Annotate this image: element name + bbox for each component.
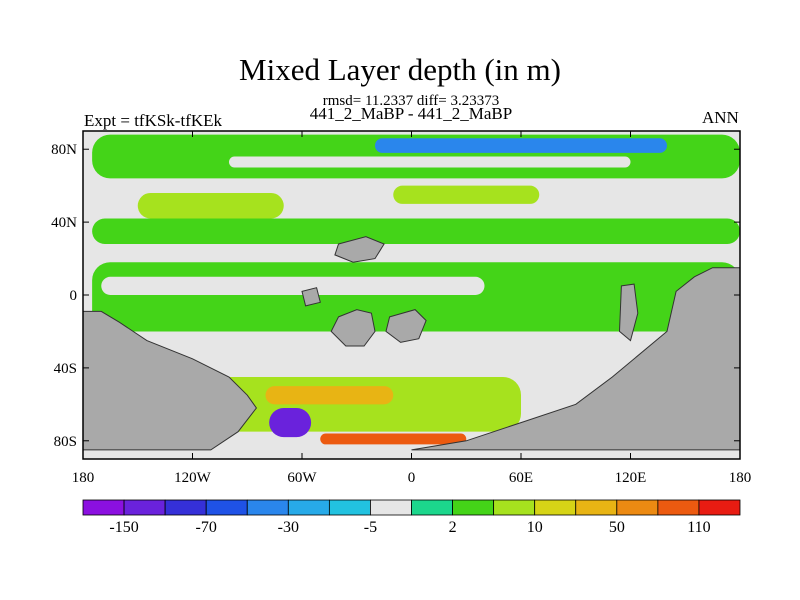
colorbar-label-5: 10 <box>527 519 543 536</box>
colorbar-swatch-10 <box>493 499 536 516</box>
colorbar-swatch-9 <box>452 499 495 516</box>
colorbar: -150 -70 -30 -5 2 10 50 110 <box>82 499 741 536</box>
x-tick-label-6: 180 <box>729 470 752 486</box>
landmass-2 <box>330 309 376 347</box>
season-label: ANN <box>702 108 739 127</box>
chart-subtitle: 441_2_MaBP - 441_2_MaBP <box>309 104 513 123</box>
colorbar-swatch-11 <box>534 499 577 516</box>
field-region-2 <box>229 156 631 168</box>
colorbar-label-1: -70 <box>196 519 217 536</box>
colorbar-swatch-8 <box>411 499 453 516</box>
colorbar-swatch-5 <box>287 499 330 516</box>
colorbar-swatch-7 <box>370 499 412 516</box>
colorbar-label-3: -5 <box>364 519 377 536</box>
landmass-0 <box>83 310 258 451</box>
landmass-3 <box>385 309 427 343</box>
x-tick-label-4: 60E <box>509 470 533 486</box>
colorbar-swatch-13 <box>616 499 659 516</box>
x-tick-label-0: 180 <box>72 470 95 486</box>
x-tick-label-5: 120E <box>615 470 647 486</box>
colorbar-swatch-14 <box>657 499 700 516</box>
landmass-6 <box>618 283 639 342</box>
colorbar-swatch-4 <box>246 499 289 516</box>
landmass-1 <box>411 267 740 451</box>
landmass-4 <box>334 236 385 263</box>
colorbar-swatch-0 <box>82 499 125 516</box>
colorbar-label-7: 110 <box>687 519 710 536</box>
field-region-9 <box>265 386 394 405</box>
field-region-1 <box>375 138 667 153</box>
colorbar-swatch-2 <box>164 499 207 516</box>
y-tick-label-2: 0 <box>70 288 78 304</box>
experiment-label: Expt = tfKSk-tfKEk <box>84 111 223 130</box>
x-tick-label-3: 0 <box>408 470 416 486</box>
colorbar-swatch-12 <box>575 499 618 516</box>
chart-title: Mixed Layer depth (in m) <box>239 52 561 87</box>
field-region-7 <box>101 276 485 295</box>
colorbar-swatch-1 <box>123 499 166 516</box>
map-field <box>83 131 740 459</box>
landmass-5 <box>301 287 321 307</box>
colorbar-label-6: 50 <box>609 519 625 536</box>
field-region-10 <box>269 407 312 438</box>
y-tick-label-1: 40N <box>51 215 77 231</box>
field-region-11 <box>320 433 467 445</box>
y-tick-label-0: 80N <box>51 142 77 158</box>
rmsd-diff-stats: rmsd= 11.2337 diff= 3.23373 <box>322 93 500 109</box>
field-region-4 <box>393 185 540 204</box>
axis-ticks: 180 120W 60W 0 60E 120E 180 80N 40N 0 40S 80S <box>51 131 751 486</box>
colorbar-swatch-15 <box>698 499 741 516</box>
colorbar-label-2: -30 <box>278 519 299 536</box>
colorbar-label-0: -150 <box>109 519 138 536</box>
y-tick-label-4: 80S <box>54 434 77 450</box>
field-region-5 <box>92 218 740 244</box>
y-tick-label-3: 40S <box>54 361 77 377</box>
x-tick-label-2: 60W <box>287 470 317 486</box>
colorbar-swatch-3 <box>205 499 248 516</box>
colorbar-swatch-6 <box>328 499 371 516</box>
colorbar-label-4: 2 <box>449 519 457 536</box>
x-tick-label-1: 120W <box>174 470 212 486</box>
field-region-3 <box>137 192 284 219</box>
